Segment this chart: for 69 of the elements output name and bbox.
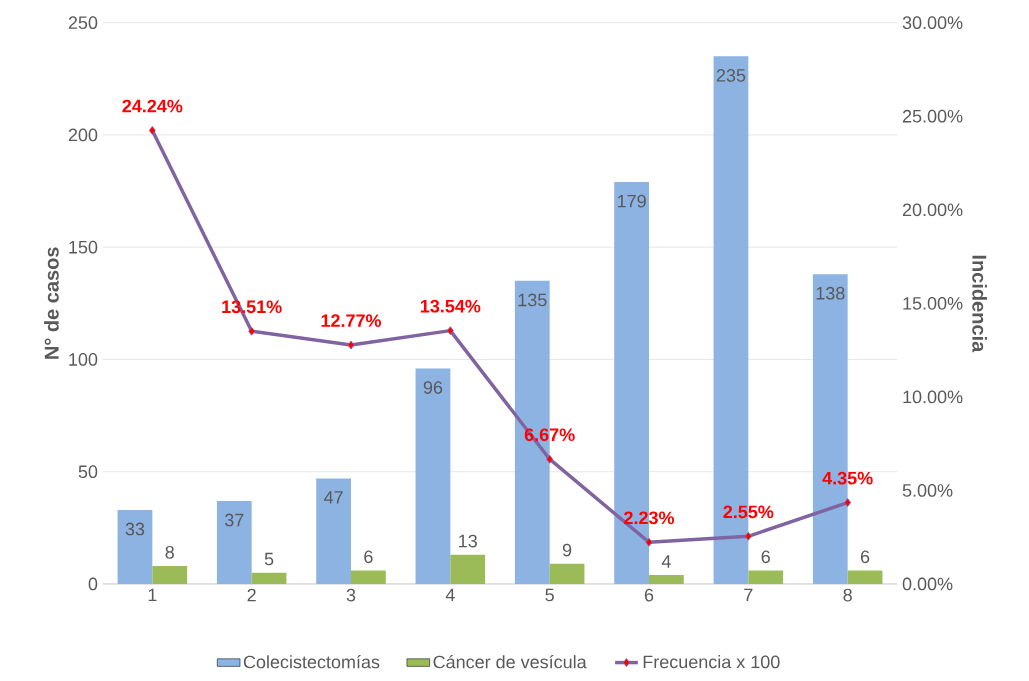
data-label: 37	[224, 513, 244, 527]
bar	[152, 566, 188, 584]
bar	[549, 563, 585, 584]
bar	[351, 570, 386, 584]
x-tick-label: 8	[843, 588, 852, 602]
bar	[847, 570, 883, 584]
bar	[649, 575, 684, 584]
x-tick-label: 7	[744, 588, 753, 602]
bar	[450, 554, 486, 584]
point	[744, 531, 752, 541]
data-label: 24.24%	[122, 99, 183, 113]
data-label: 9	[562, 543, 572, 557]
y-tick-label: 0	[88, 577, 98, 591]
y2-tick-label: 10.00%	[903, 390, 963, 404]
data-label: 4.35%	[822, 471, 873, 485]
data-label: 135	[518, 293, 547, 307]
bar	[117, 509, 153, 584]
point	[248, 326, 256, 336]
legend-label: Cáncer de vesícula	[433, 654, 587, 669]
x-tick-label: 1	[148, 588, 157, 602]
data-label: 96	[423, 381, 443, 394]
data-label: 2.55%	[723, 505, 774, 519]
data-label: 6	[761, 550, 770, 564]
y-tick-label: 150	[69, 240, 98, 254]
x-tick-label: 2	[247, 588, 256, 602]
y2-tick-label: 5.00%	[902, 484, 953, 497]
data-label: 47	[324, 491, 343, 504]
data-label: 6	[364, 550, 373, 564]
y-tick-label: 50	[78, 465, 98, 479]
data-label: 8	[165, 545, 174, 559]
data-label: 6	[860, 550, 870, 564]
x-tick-label: 5	[545, 588, 554, 602]
bar	[415, 368, 451, 584]
data-label: 2.23%	[624, 511, 675, 525]
data-label: 33	[125, 522, 145, 536]
y2-tick-label: 0.00%	[902, 577, 953, 591]
legend-label: Colecistectomías	[243, 654, 380, 669]
y2-axis-title: Incidencia	[972, 255, 987, 353]
point	[347, 340, 355, 350]
x-tick-label: 4	[445, 588, 455, 602]
bar	[216, 500, 252, 584]
y-tick-label: 250	[68, 16, 98, 30]
data-label: 13.54%	[420, 299, 481, 313]
y-tick-label: 100	[69, 353, 98, 366]
point	[546, 454, 554, 464]
y2-tick-label: 25.00%	[902, 109, 963, 123]
data-label: 235	[716, 69, 746, 82]
data-label: 138	[816, 286, 845, 300]
data-label: 13	[459, 534, 477, 548]
point	[446, 326, 454, 336]
y2-tick-label: 30.00%	[902, 16, 963, 30]
data-label: 179	[617, 194, 646, 208]
bar	[748, 570, 784, 584]
point	[645, 537, 653, 547]
data-label: 6.67%	[524, 428, 575, 442]
legend-label: Frecuencia x 100	[643, 655, 780, 669]
x-tick-label: 6	[644, 588, 654, 602]
bar	[316, 478, 352, 584]
data-label: 4	[661, 555, 671, 568]
point	[844, 498, 852, 507]
bar	[251, 572, 287, 584]
data-label: 5	[264, 552, 274, 566]
y-tick-label: 200	[68, 128, 98, 142]
y2-tick-label: 20.00%	[902, 203, 963, 217]
data-label: 12.77%	[321, 314, 382, 328]
x-tick-label: 3	[346, 588, 356, 602]
point	[148, 126, 156, 135]
y2-tick-label: 15.00%	[903, 296, 963, 310]
y-axis-title: N° de casos	[44, 247, 59, 359]
